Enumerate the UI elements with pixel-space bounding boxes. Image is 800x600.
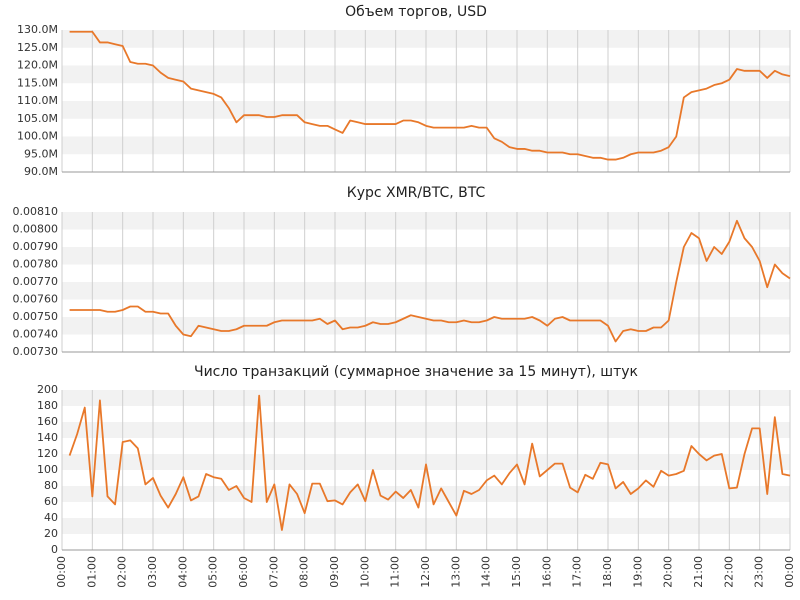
y-tick-label: 105.0M bbox=[17, 112, 58, 125]
x-tick-label: 00:00 bbox=[55, 556, 68, 588]
x-tick-label: 19:00 bbox=[631, 556, 644, 588]
chart-title: Курс XMR/BTC, BTC bbox=[347, 185, 486, 201]
x-tick-label: 23:00 bbox=[753, 556, 766, 588]
x-tick-label: 14:00 bbox=[480, 556, 493, 588]
data-line bbox=[68, 394, 791, 531]
y-tick-label: 125.0M bbox=[17, 41, 58, 54]
y-tick-label: 0.00810 bbox=[13, 205, 59, 218]
x-tick-label: 16:00 bbox=[540, 556, 553, 588]
y-tick-label: 120.0M bbox=[17, 59, 58, 72]
y-tick-label: 160 bbox=[37, 415, 58, 428]
x-tick-label: 00:00 bbox=[783, 556, 796, 588]
y-tick-label: 180 bbox=[37, 399, 58, 412]
y-tick-label: 95.0M bbox=[24, 147, 58, 160]
x-tick-label: 02:00 bbox=[116, 556, 129, 588]
y-tick-label: 0.00730 bbox=[13, 345, 59, 358]
data-line bbox=[69, 30, 791, 161]
y-tick-label: 110.0M bbox=[17, 94, 58, 107]
x-tick-label: 21:00 bbox=[692, 556, 705, 588]
chart-title: Объем торгов, USD bbox=[345, 4, 487, 20]
x-tick-label: 09:00 bbox=[328, 556, 341, 588]
y-tick-label: 115.0M bbox=[17, 76, 58, 89]
chart-title: Число транзакций (суммарное значение за … bbox=[194, 364, 638, 380]
y-tick-label: 40 bbox=[44, 511, 58, 524]
y-tick-label: 0.00770 bbox=[13, 275, 59, 288]
x-tick-label: 12:00 bbox=[419, 556, 432, 588]
x-tick-label: 20:00 bbox=[662, 556, 675, 588]
y-tick-label: 100.0M bbox=[17, 130, 58, 143]
x-tick-label: 13:00 bbox=[449, 556, 462, 588]
y-tick-label: 0.00780 bbox=[13, 258, 59, 271]
x-tick-label: 07:00 bbox=[267, 556, 280, 588]
x-tick-label: 01:00 bbox=[85, 556, 98, 588]
y-tick-label: 60 bbox=[44, 495, 58, 508]
x-tick-label: 06:00 bbox=[237, 556, 250, 588]
x-tick-label: 03:00 bbox=[146, 556, 159, 588]
y-tick-label: 130.0M bbox=[17, 23, 58, 36]
y-tick-label: 100 bbox=[37, 463, 58, 476]
x-tick-label: 11:00 bbox=[389, 556, 402, 588]
y-tick-label: 0.00750 bbox=[13, 310, 59, 323]
y-tick-label: 80 bbox=[44, 479, 58, 492]
y-tick-label: 0.00760 bbox=[13, 293, 59, 306]
x-tick-label: 15:00 bbox=[510, 556, 523, 588]
y-tick-label: 140 bbox=[37, 431, 58, 444]
y-tick-label: 0.00740 bbox=[13, 328, 59, 341]
y-tick-label: 200 bbox=[37, 383, 58, 396]
x-tick-label: 17:00 bbox=[571, 556, 584, 588]
x-tick-label: 10:00 bbox=[358, 556, 371, 588]
y-tick-label: 0 bbox=[51, 543, 58, 556]
x-tick-label: 22:00 bbox=[722, 556, 735, 588]
y-tick-label: 20 bbox=[44, 527, 58, 540]
y-tick-label: 120 bbox=[37, 447, 58, 460]
x-tick-label: 18:00 bbox=[601, 556, 614, 588]
x-tick-label: 04:00 bbox=[176, 556, 189, 588]
y-tick-label: 0.00800 bbox=[13, 223, 59, 236]
data-line bbox=[69, 219, 791, 343]
y-tick-label: 90.0M bbox=[24, 165, 58, 178]
x-tick-label: 05:00 bbox=[207, 556, 220, 588]
y-tick-label: 0.00790 bbox=[13, 240, 59, 253]
x-tick-label: 08:00 bbox=[298, 556, 311, 588]
